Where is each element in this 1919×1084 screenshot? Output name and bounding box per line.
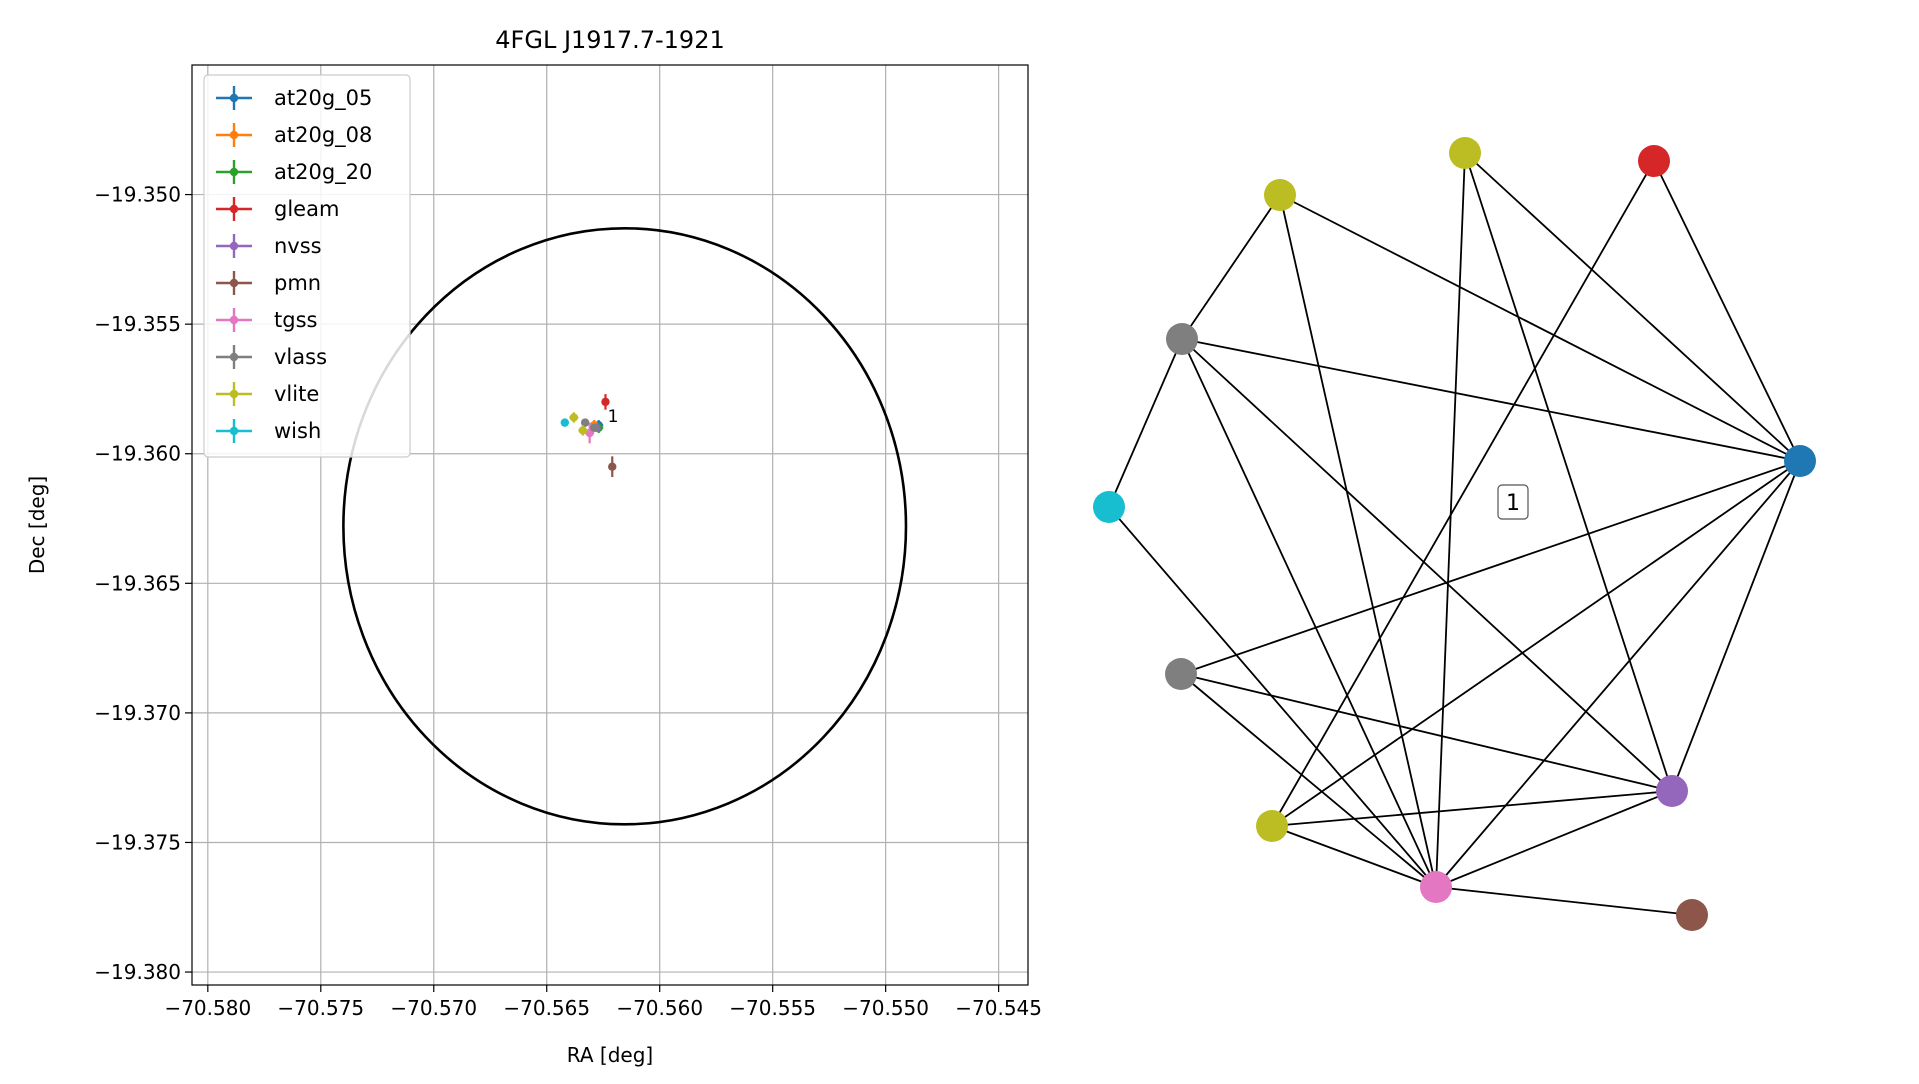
data-points-layer: [560, 394, 617, 478]
data-point-vlass: [580, 418, 590, 427]
y-tick-label: −19.365: [94, 571, 181, 595]
graph-edge: [1279, 194, 1801, 462]
graph-edge: [1108, 506, 1437, 888]
graph-edge: [1435, 460, 1801, 888]
legend-label: at20g_05: [274, 86, 372, 111]
y-tick-label: −19.350: [94, 183, 181, 207]
graph-edge: [1271, 825, 1437, 888]
y-tick-label: −19.360: [94, 442, 181, 466]
legend-box: [203, 74, 411, 458]
graph-node: [1638, 145, 1670, 177]
graph-edge: [1271, 460, 1801, 827]
error-ellipse: [342, 226, 908, 826]
data-point-vlite: [578, 425, 588, 436]
y-tick-label: −19.355: [94, 312, 181, 336]
graph-edge: [1653, 160, 1801, 462]
legend-item-nvss: nvss: [216, 234, 322, 258]
graph-edge: [1181, 338, 1437, 888]
legend-item-tgss: tgss: [216, 308, 317, 332]
legend-item-pmn: pmn: [216, 271, 321, 295]
graph-node: [1656, 775, 1688, 807]
graph-node: [1166, 323, 1198, 355]
graph-node: [1420, 871, 1452, 903]
graph-edge: [1271, 790, 1673, 827]
graph-node: [1165, 658, 1197, 690]
y-tick-label: −19.380: [94, 960, 181, 984]
graph-edge: [1181, 194, 1281, 340]
axes-frame: [191, 64, 1029, 986]
data-point-vlite: [569, 412, 579, 423]
graph-edge: [1180, 673, 1673, 792]
legend-item-at20g_20: at20g_20: [216, 160, 372, 185]
graph-label: 1: [1497, 484, 1529, 520]
graph-edge: [1271, 160, 1655, 827]
graph-annotation-box: [1497, 484, 1529, 520]
x-tick-label: −70.560: [616, 996, 703, 1020]
legend-label: vlite: [274, 382, 319, 406]
graph-edge: [1435, 886, 1693, 916]
legend-item-gleam: gleam: [216, 197, 339, 221]
y-tick-label: −19.370: [94, 701, 181, 725]
legend-item-vlite: vlite: [216, 382, 319, 406]
data-point-vlass: [589, 423, 599, 433]
graph-nodes: [1093, 137, 1816, 931]
source-annotation: 1: [608, 407, 619, 427]
x-tick-label: −70.555: [729, 996, 816, 1020]
data-point-gleam: [601, 394, 610, 410]
legend-label: nvss: [274, 234, 322, 258]
legend-label: wish: [274, 419, 321, 443]
graph-edge: [1180, 673, 1437, 888]
x-tick-label: −70.570: [390, 996, 477, 1020]
legend-item-wish: wish: [216, 419, 321, 443]
network-panel: 1: [1093, 137, 1816, 931]
y-axis-ticks: −19.350 −19.355 −19.360 −19.365 −19.370 −19.3…: [94, 183, 192, 984]
legend-label: pmn: [274, 271, 321, 295]
scatter-panel: 1 −70.580 −70.575 −70.570 −70.565 −70.560 −70…: [25, 26, 1042, 1067]
legend-item-vlass: vlass: [216, 345, 327, 369]
legend-item-at20g_08: at20g_08: [216, 123, 372, 148]
legend-label: gleam: [274, 197, 339, 221]
y-tick-label: −19.375: [94, 830, 181, 854]
graph-node: [1093, 491, 1125, 523]
y-axis-label: Dec [deg]: [25, 476, 49, 574]
graph-node: [1256, 810, 1288, 842]
graph-node: [1449, 137, 1481, 169]
x-tick-label: −70.565: [503, 996, 590, 1020]
graph-edge: [1671, 460, 1801, 792]
x-tick-label: −70.545: [955, 996, 1042, 1020]
legend-label: tgss: [274, 308, 317, 332]
graph-edge: [1435, 790, 1673, 888]
graph-edge: [1181, 338, 1801, 462]
legend-label: at20g_08: [274, 123, 372, 148]
x-tick-label: −70.575: [277, 996, 364, 1020]
graph-node: [1264, 179, 1296, 211]
chart-title: 4FGL J1917.7-1921: [495, 26, 724, 54]
data-point-wish: [560, 418, 570, 427]
graph-edge: [1464, 152, 1673, 792]
graph-edges: [1108, 152, 1801, 916]
graph-edge: [1108, 338, 1183, 508]
graph-node: [1784, 445, 1816, 477]
graph-edge: [1279, 194, 1437, 888]
x-axis-label: RA [deg]: [567, 1043, 653, 1067]
graph-edge: [1435, 152, 1466, 888]
graph-edge: [1181, 338, 1673, 792]
legend-item-at20g_05: at20g_05: [216, 86, 372, 111]
x-tick-label: −70.580: [164, 996, 251, 1020]
graph-node: [1676, 899, 1708, 931]
graph-edge: [1180, 460, 1801, 675]
x-axis-ticks: −70.580 −70.575 −70.570 −70.565 −70.560 −70.5…: [164, 985, 1042, 1020]
graph-annotation: 1: [1506, 491, 1520, 516]
x-tick-label: −70.550: [842, 996, 929, 1020]
legend-label: vlass: [274, 345, 327, 369]
error-ellipse-layer: [342, 226, 908, 826]
data-point-pmn: [608, 456, 617, 478]
graph-edge: [1464, 152, 1801, 462]
legend-label: at20g_20: [274, 160, 372, 185]
